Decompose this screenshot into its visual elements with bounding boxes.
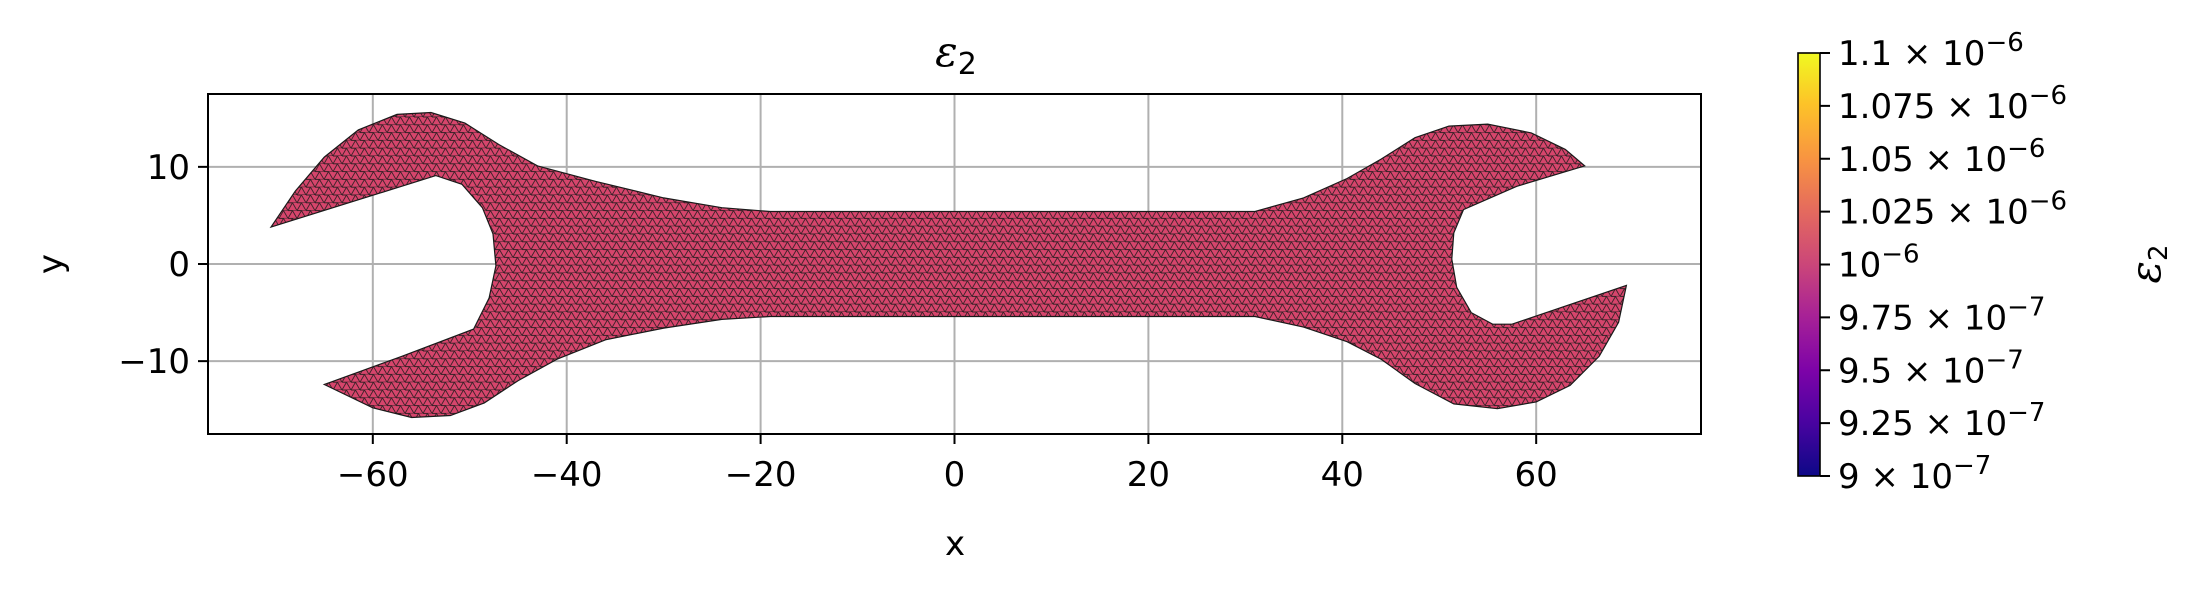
- y-axis-label: y: [31, 254, 71, 274]
- x-tick-label: 0: [944, 455, 966, 495]
- x-tick-label: −40: [531, 455, 603, 495]
- colorbar-tick-label: 9.75 × 10−7: [1838, 292, 2045, 338]
- x-tick-label: 60: [1515, 455, 1558, 495]
- x-axis-label: x: [945, 524, 965, 564]
- colorbar-tick-label: 10−6: [1838, 240, 1920, 286]
- chart-title-subscript: 2: [958, 47, 977, 82]
- y-tick-label: 0: [168, 245, 190, 285]
- x-tick-label: 20: [1127, 455, 1170, 495]
- wrench-mesh: [269, 111, 1628, 419]
- colorbar: [1797, 52, 1821, 477]
- colorbar-tick-label: 1.025 × 10−6: [1838, 187, 2067, 233]
- y-tick-label: 10: [147, 148, 190, 188]
- colorbar-tick-label: 1.1 × 10−6: [1838, 28, 2024, 74]
- wrench-mesh-edges: [269, 111, 1628, 419]
- colorbar-tick-label: 1.05 × 10−6: [1838, 134, 2045, 180]
- x-axis-ticks: −60 −40 −20 0 20 40 60: [337, 434, 1558, 495]
- chart-title: ε2: [935, 27, 977, 82]
- y-tick-label: −10: [118, 342, 190, 382]
- colorbar-tick-label: 9 × 10−7: [1838, 451, 1991, 497]
- x-tick-label: 40: [1321, 455, 1364, 495]
- colorbar-ticks: 1.1 × 10−6 1.075 × 10−6 1.05 × 10−6 1.025 ×…: [1820, 28, 2067, 497]
- x-tick-label: −60: [337, 455, 409, 495]
- colorbar-tick-label: 9.25 × 10−7: [1838, 398, 2045, 444]
- colorbar-label: ε2: [2121, 244, 2174, 283]
- colorbar-tick-label: 9.5 × 10−7: [1838, 345, 2024, 391]
- colorbar-tick-label: 1.075 × 10−6: [1838, 81, 2067, 127]
- colorbar-label-subscript: 2: [2144, 244, 2174, 261]
- x-tick-label: −20: [725, 455, 797, 495]
- y-axis-ticks: 10 0 −10: [118, 148, 208, 382]
